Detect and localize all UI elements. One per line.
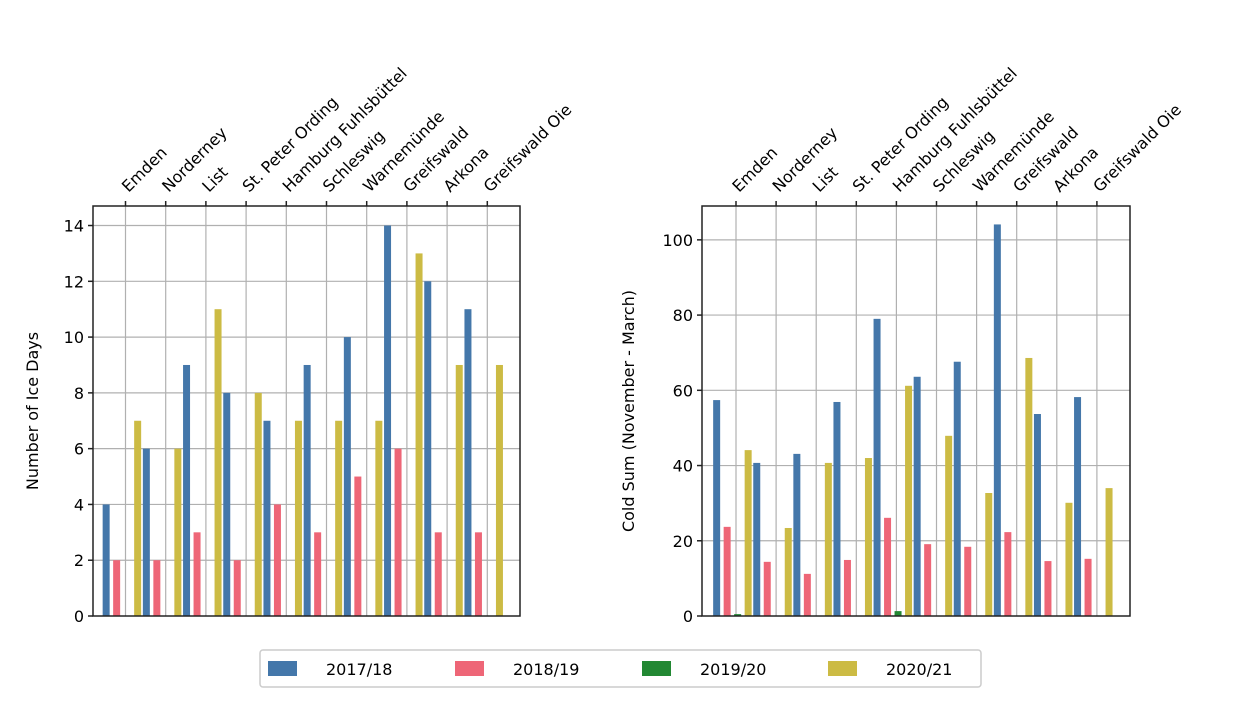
bar-2020-21-4 [294,420,302,616]
bar-2020-21-0 [744,450,752,616]
bar-2018-19-7 [394,448,402,616]
y-tick-label: 0 [74,607,84,626]
bar-2020-21-8 [1065,502,1073,616]
y-axis-label: Cold Sum (November - March) [619,290,638,532]
y-tick-label: 2 [74,551,84,570]
bar-2018-19-9 [474,532,482,616]
legend-label: 2020/21 [886,660,952,679]
legend-label: 2017/18 [326,660,392,679]
bar-2017-18-2 [793,453,801,616]
y-axis-label: Number of Ice Days [23,332,42,490]
bar-2017-18-9 [1074,397,1082,616]
x-tick-label: List [809,163,842,196]
y-tick-label: 60 [673,381,693,400]
bar-2017-18-4 [263,420,271,616]
legend-swatch-2018-19 [455,661,484,676]
bar-2018-19-9 [1084,558,1092,616]
bar-2017-18-2 [183,364,191,616]
bar-2018-19-8 [434,532,442,616]
bar-2020-21-6 [375,420,383,616]
bar-2017-18-8 [424,281,432,616]
bar-2018-19-8 [1044,561,1052,616]
bar-2017-18-5 [913,376,921,616]
bar-2018-19-7 [1004,532,1012,616]
bar-2020-21-4 [905,385,913,616]
legend-swatch-2019-20 [642,661,671,676]
bar-2020-21-1 [174,448,182,616]
legend-label: 2018/19 [513,660,579,679]
y-tick-label: 10 [64,328,84,347]
bar-2018-19-0 [113,560,121,616]
bar-2017-18-1 [142,448,150,616]
bar-2018-19-3 [843,559,851,616]
legend-frame [259,649,982,688]
bar-2020-21-8 [455,364,463,616]
bar-2017-18-3 [223,392,231,616]
bar-2020-21-2 [214,309,222,616]
bar-2020-21-2 [824,462,832,616]
bar-2017-18-7 [993,224,1001,616]
legend-swatch-2020-21 [828,661,857,676]
bar-2020-21-9 [495,364,503,616]
bar-2017-18-4 [873,318,881,616]
y-tick-label: 14 [64,217,84,236]
bar-2018-19-2 [193,532,201,616]
bar-2017-18-8 [1033,414,1041,616]
bar-2018-19-2 [803,573,811,616]
bar-2018-19-1 [763,561,771,616]
bar-2020-21-3 [254,392,262,616]
bar-2019-20-0 [734,614,742,616]
bar-2017-18-9 [464,309,472,616]
plot-frame [92,205,521,617]
legend: 2017/18 2018/19 2019/20 2020/21 [259,649,982,688]
y-tick-label: 100 [662,231,693,250]
bar-2020-21-5 [945,435,953,616]
y-tick-label: 4 [74,495,84,514]
bar-2017-18-6 [343,337,351,616]
bar-2020-21-1 [784,527,792,616]
x-tick-label: Greifswald Oie [1089,100,1185,196]
bar-2017-18-5 [303,364,311,616]
bar-2018-19-4 [273,504,281,616]
bar-2019-20-4 [894,611,902,616]
legend-label: 2019/20 [700,660,766,679]
y-tick-label: 0 [683,607,693,626]
y-tick-label: 40 [673,457,693,476]
bar-2018-19-6 [964,546,972,616]
y-tick-label: 8 [74,384,84,403]
bar-2020-21-9 [1105,488,1113,616]
bar-2018-19-6 [354,476,362,616]
bar-2020-21-5 [335,420,343,616]
bar-2018-19-3 [233,560,241,616]
bar-2020-21-7 [1025,357,1033,616]
y-tick-label: 6 [74,440,84,459]
bar-2017-18-0 [713,400,721,616]
y-tick-label: 12 [64,272,84,291]
bar-2020-21-6 [985,493,993,616]
bar-2017-18-0 [102,504,110,616]
bar-2017-18-6 [953,361,961,616]
y-tick-label: 20 [673,532,693,551]
bar-2018-19-0 [723,526,731,616]
bar-2017-18-3 [833,401,841,616]
bar-2018-19-4 [884,517,892,616]
x-tick-label: Greifswald Oie [480,100,576,196]
bar-2020-21-0 [134,420,142,616]
bar-2020-21-7 [415,253,423,616]
plot-frame [701,205,1131,617]
bar-2020-21-3 [864,458,872,616]
x-tick-label: List [198,163,231,196]
bar-2018-19-1 [153,560,161,616]
y-tick-label: 80 [673,306,693,325]
bar-2017-18-1 [753,462,761,616]
bar-2018-19-5 [924,544,932,616]
bar-2018-19-5 [314,532,322,616]
legend-swatch-2017-18 [268,661,297,676]
bar-2017-18-7 [384,225,392,616]
